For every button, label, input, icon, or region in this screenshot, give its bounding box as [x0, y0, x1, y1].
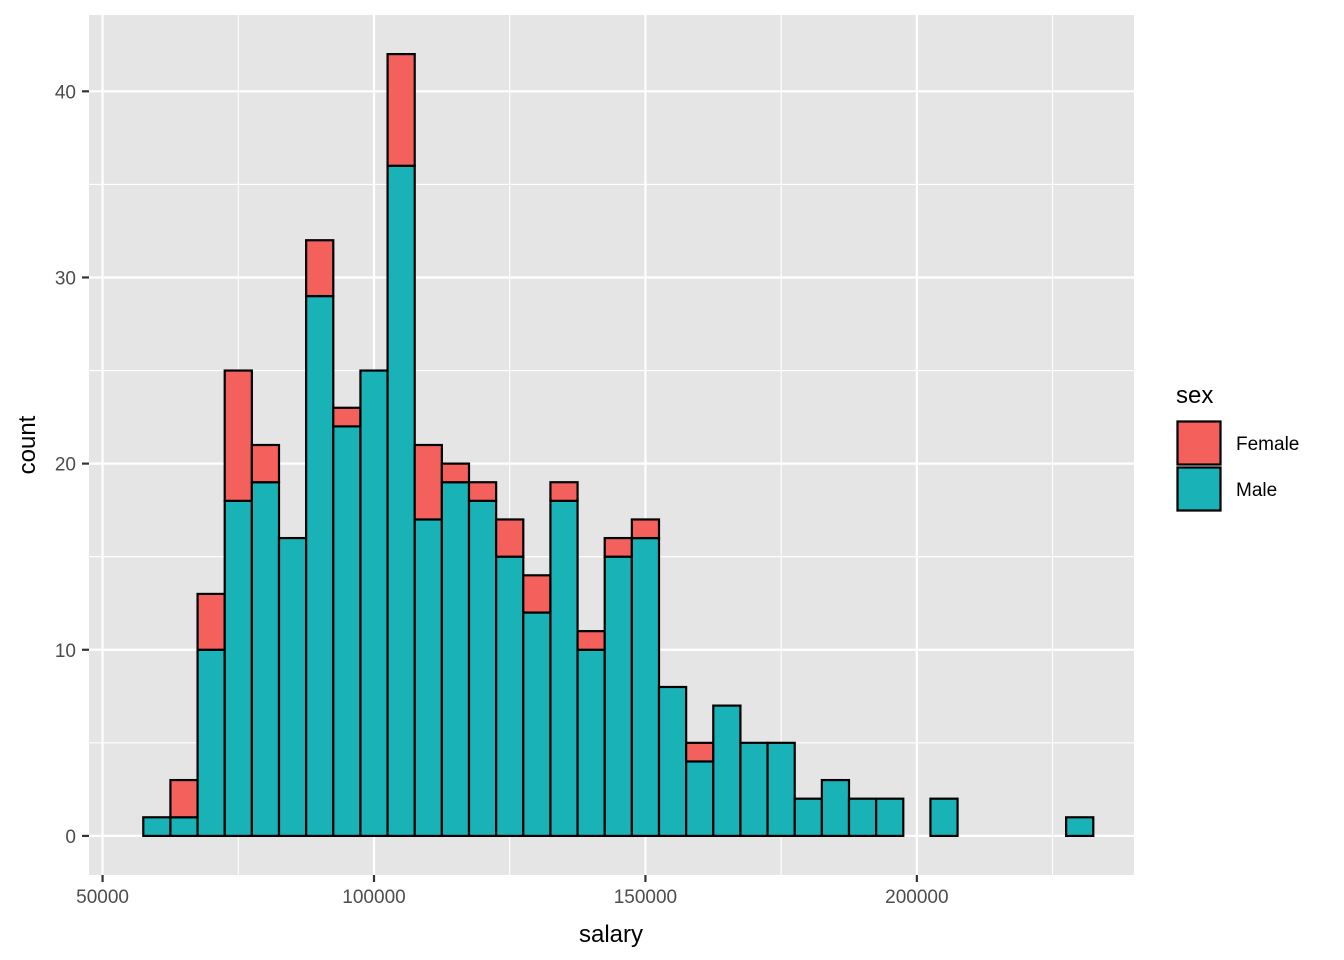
x-axis-title: salary	[579, 921, 643, 948]
bar-female	[386, 52, 416, 167]
bar-male	[739, 741, 769, 838]
bar-male	[522, 611, 552, 838]
y-axis-title: count	[14, 415, 41, 474]
bar-male	[793, 797, 823, 838]
bar-male	[223, 499, 253, 838]
bar-male	[929, 797, 959, 838]
x-tick-label: 50000	[76, 887, 129, 908]
bar-male	[657, 685, 688, 838]
bar-male	[875, 797, 905, 838]
bar-female	[549, 481, 579, 502]
bar-male	[820, 778, 851, 838]
bar-female	[196, 592, 226, 651]
x-tick-label: 100000	[342, 887, 405, 908]
bar-male	[169, 816, 199, 838]
bar-male	[685, 760, 715, 838]
bars	[142, 52, 1095, 838]
y-tick-label: 10	[55, 641, 76, 662]
bar-female	[630, 518, 661, 540]
bar-male	[196, 648, 226, 838]
legend: sex Female Male	[1176, 382, 1299, 512]
bar-female	[332, 406, 362, 428]
bar-male	[277, 536, 308, 838]
bar-male	[142, 816, 172, 838]
legend-label-male: Male	[1236, 480, 1277, 501]
bar-male	[413, 518, 443, 838]
bar-female	[223, 369, 253, 502]
bar-male	[603, 555, 633, 838]
bar-female	[576, 630, 606, 651]
legend-key-female	[1176, 420, 1222, 466]
bar-male	[847, 797, 878, 838]
y-tick-label: 40	[55, 82, 76, 103]
legend-label-female: Female	[1236, 434, 1299, 455]
y-tick-label: 20	[55, 455, 76, 476]
bar-male	[467, 499, 498, 838]
bar-male	[495, 555, 525, 838]
bar-female	[169, 778, 199, 819]
y-tick-label: 0	[65, 827, 76, 848]
bar-female	[522, 574, 552, 614]
x-axis: 50000 100000 150000 200000	[76, 875, 949, 908]
legend-key-male	[1176, 466, 1222, 512]
x-tick-label: 150000	[614, 887, 677, 908]
legend-title: sex	[1176, 382, 1213, 409]
bar-male	[440, 481, 471, 838]
bar-female	[467, 481, 498, 502]
x-tick-label: 200000	[885, 887, 948, 908]
y-tick-label: 30	[55, 268, 76, 289]
bar-male	[305, 294, 335, 838]
bar-male	[359, 369, 389, 838]
bar-female	[440, 462, 471, 484]
bar-female	[250, 443, 281, 484]
bar-male	[386, 164, 416, 838]
bar-male	[332, 425, 362, 838]
bar-male	[549, 499, 579, 838]
bar-male	[766, 741, 796, 838]
bar-male	[712, 704, 742, 838]
bar-female	[685, 741, 715, 763]
bar-male	[250, 481, 281, 838]
bar-male	[630, 536, 661, 838]
bar-female	[305, 239, 335, 298]
bar-female	[603, 536, 633, 558]
bar-male	[576, 648, 606, 838]
bar-female	[495, 518, 525, 558]
y-axis: 0 10 20 30 40	[55, 82, 89, 848]
bar-female	[413, 443, 443, 521]
bar-male	[1065, 816, 1095, 838]
